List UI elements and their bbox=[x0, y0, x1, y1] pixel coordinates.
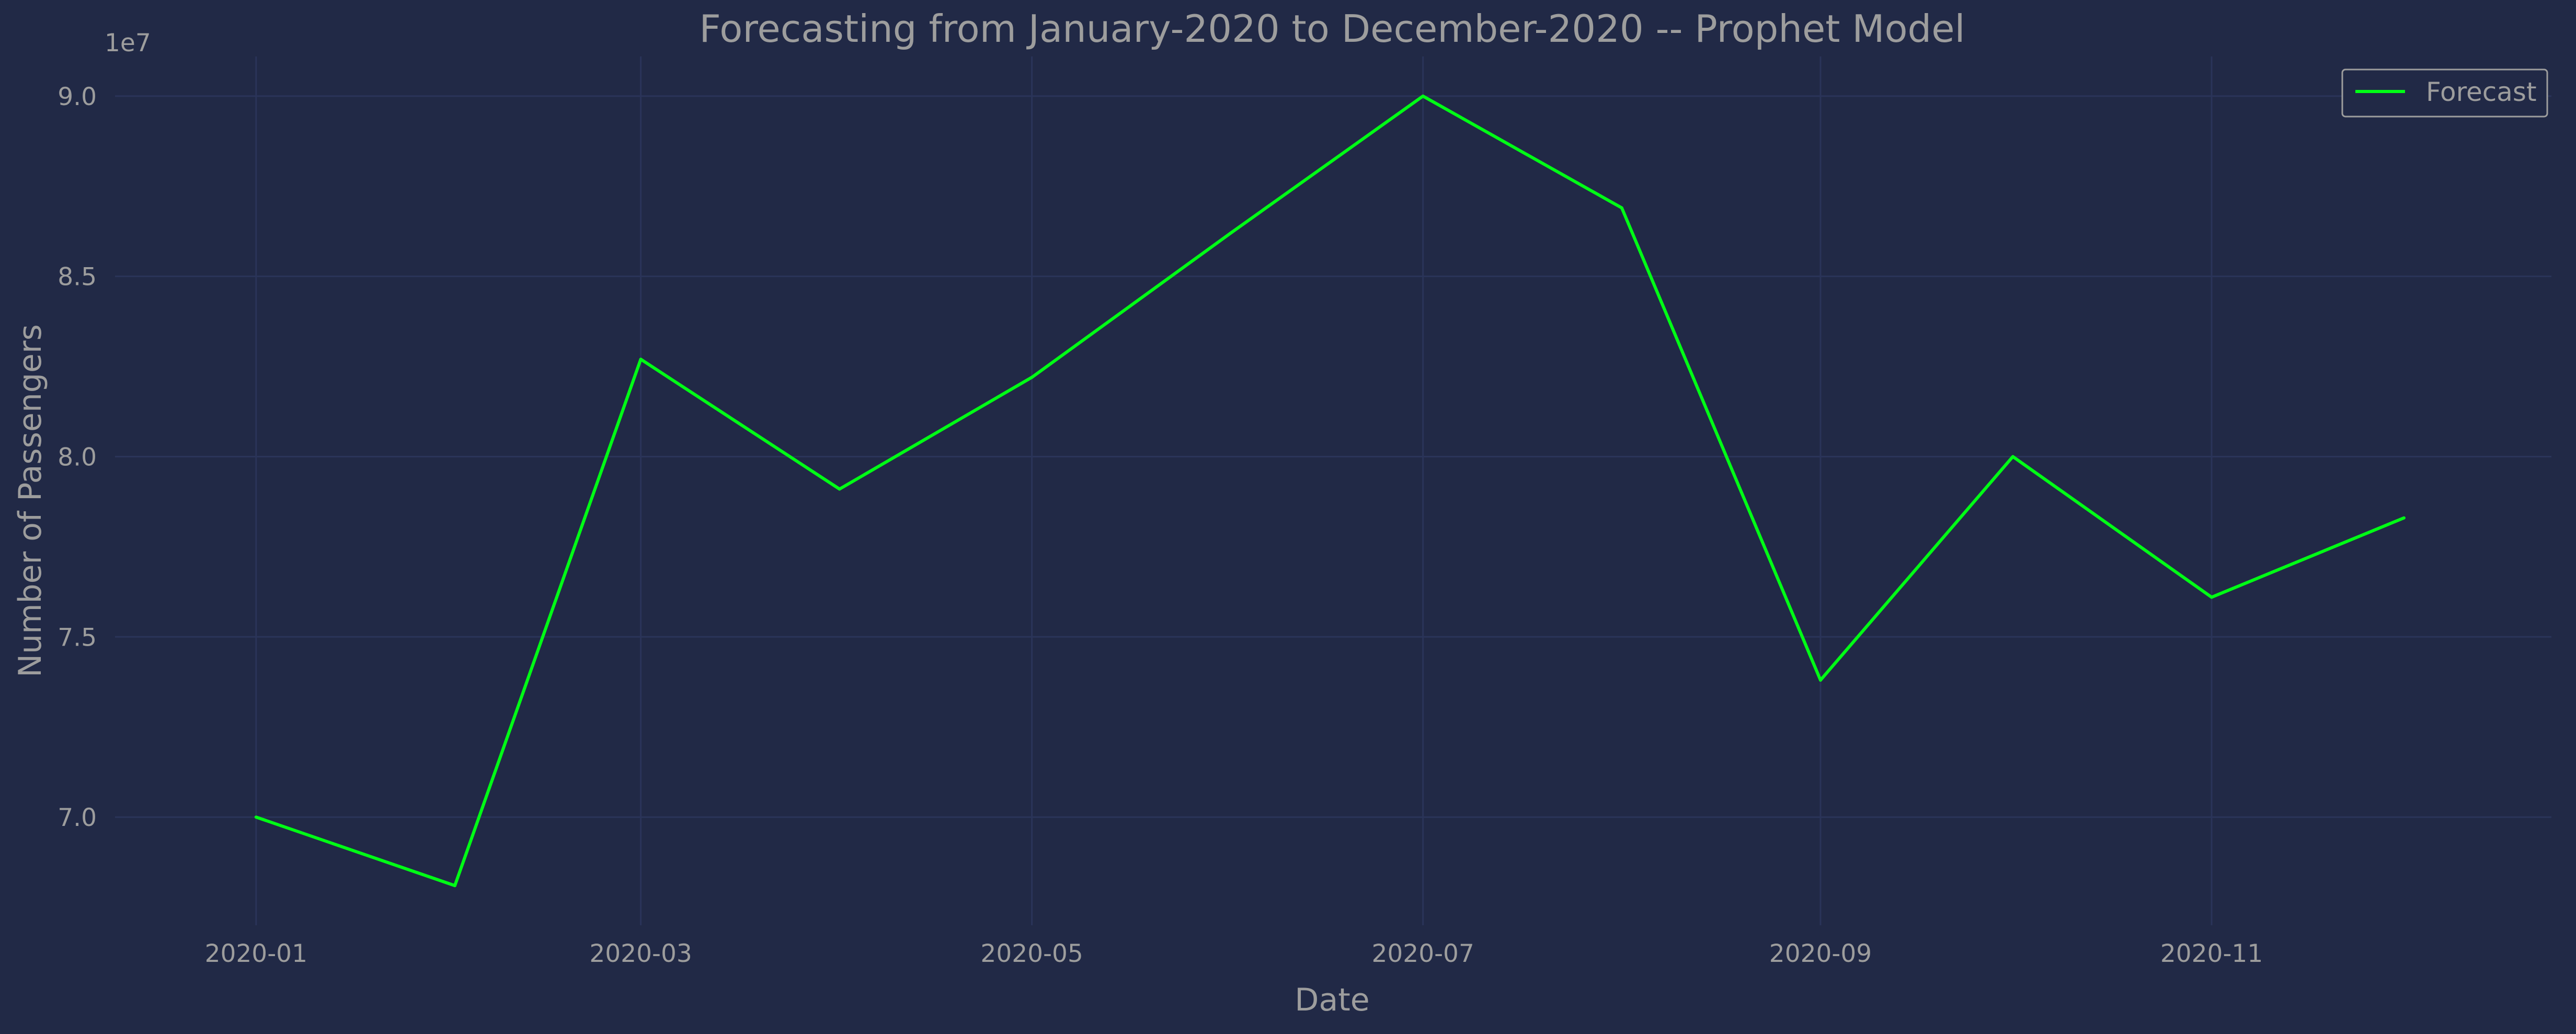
legend: Forecast bbox=[2341, 68, 2548, 118]
data-point bbox=[1229, 231, 1232, 235]
y-tick-label: 7.0 bbox=[58, 803, 97, 832]
y-tick-label: 7.5 bbox=[58, 623, 97, 652]
data-point bbox=[453, 884, 456, 888]
y-tick-label: 9.0 bbox=[58, 83, 97, 111]
data-point bbox=[1030, 375, 1034, 379]
y-tick-labels: 7.0 7.5 8.0 8.5 9.0 bbox=[58, 83, 97, 832]
data-point bbox=[254, 815, 258, 819]
data-point bbox=[2210, 595, 2214, 599]
grid-lines bbox=[115, 56, 2551, 925]
data-point bbox=[639, 358, 643, 361]
data-point bbox=[1620, 206, 1623, 210]
y-tick-label: 8.0 bbox=[58, 443, 97, 472]
x-axis-label: Date bbox=[1295, 982, 1369, 1018]
x-tick-label: 2020-09 bbox=[1769, 939, 1872, 968]
x-tick-label: 2020-11 bbox=[2160, 939, 2263, 968]
x-tick-label: 2020-03 bbox=[589, 939, 692, 968]
data-point bbox=[2011, 455, 2014, 458]
data-point bbox=[2402, 516, 2406, 520]
x-tick-label: 2020-05 bbox=[980, 939, 1083, 968]
legend-box bbox=[2341, 68, 2548, 118]
series-lines bbox=[254, 94, 2406, 888]
series-line-forecast bbox=[255, 94, 2405, 888]
x-tick-label: 2020-07 bbox=[1371, 939, 1474, 968]
x-tick-label: 2020-01 bbox=[205, 939, 307, 968]
y-tick-label: 8.5 bbox=[58, 263, 97, 292]
legend-label-forecast: Forecast bbox=[2426, 77, 2537, 107]
y-axis-label: Number of Passengers bbox=[12, 324, 49, 677]
data-point bbox=[1421, 94, 1425, 98]
chart-title: Forecasting from January-2020 to Decembe… bbox=[699, 7, 1965, 51]
x-tick-labels: 2020-01 2020-03 2020-05 2020-07 2020-09 2020-… bbox=[205, 939, 2263, 968]
y-offset-label: 1e7 bbox=[105, 29, 151, 58]
data-point bbox=[838, 487, 841, 491]
data-point bbox=[1819, 679, 1822, 682]
